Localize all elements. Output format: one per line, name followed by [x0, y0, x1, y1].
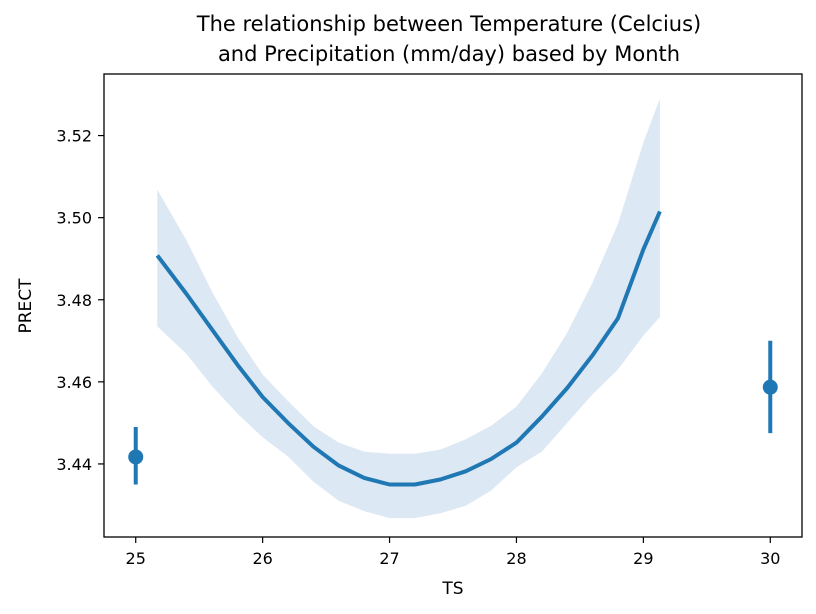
x-axis-label: TS — [441, 579, 463, 599]
fit-curve — [155, 210, 662, 487]
y-tick-label: 3.46 — [56, 373, 92, 392]
data-point-25 — [128, 449, 144, 465]
plot-frame — [103, 73, 803, 538]
confidence-band — [157, 98, 660, 519]
x-tick-label: 28 — [506, 549, 526, 568]
y-axis: 3.44 3.46 3.48 3.50 3.52 — [56, 127, 104, 474]
y-axis-label: PRECT — [16, 278, 36, 334]
x-tick-label: 27 — [379, 549, 399, 568]
x-tick-label: 26 — [252, 549, 272, 568]
y-tick-label: 3.50 — [56, 209, 92, 228]
chart-title-line1: The relationship between Temperature (Ce… — [196, 12, 701, 36]
x-tick-label: 25 — [126, 549, 146, 568]
x-axis: 25 26 27 28 29 30 — [126, 537, 780, 568]
data-point-30 — [762, 379, 778, 395]
plot-area — [128, 98, 778, 519]
y-tick-label: 3.44 — [56, 455, 92, 474]
y-tick-label: 3.48 — [56, 291, 92, 310]
chart-title-line2: and Precipitation (mm/day) based by Mont… — [218, 42, 680, 66]
y-tick-label: 3.52 — [56, 127, 92, 146]
x-tick-label: 29 — [633, 549, 653, 568]
x-tick-label: 30 — [760, 549, 780, 568]
